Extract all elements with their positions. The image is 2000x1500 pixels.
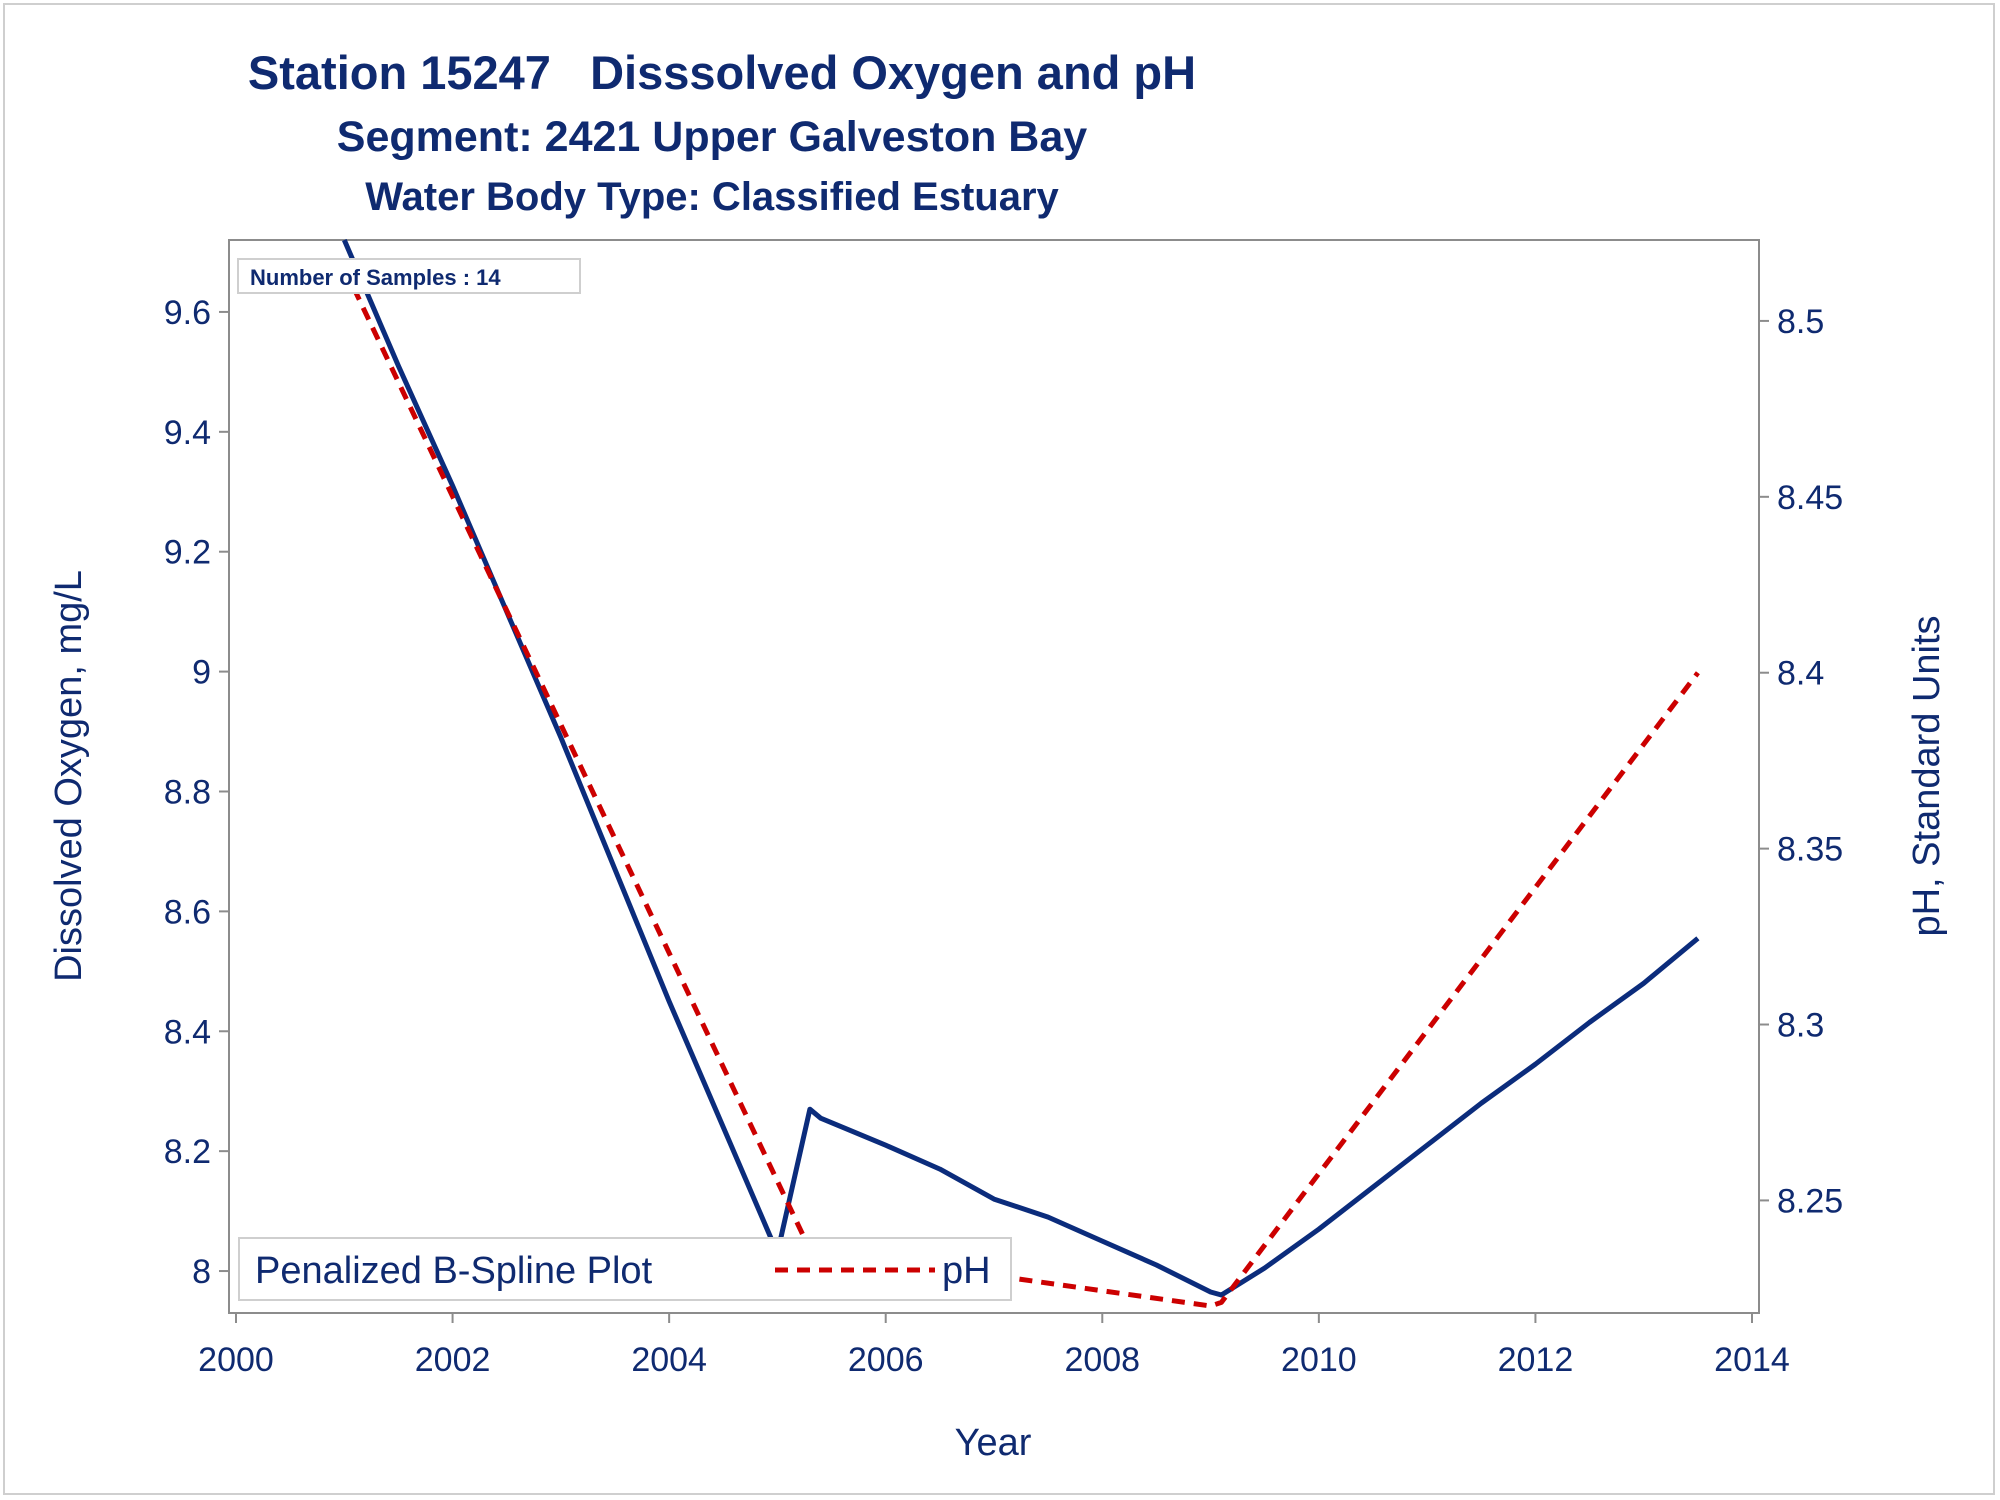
y-left-tick-label: 8.8 xyxy=(164,773,211,811)
series-dissolved-oxygen-line xyxy=(342,239,1700,1298)
y-left-tick-label: 8.4 xyxy=(164,1013,211,1051)
x-tick-label: 2012 xyxy=(1498,1341,1574,1379)
chart-frame: Station 15247 Disssolved Oxygen and pH S… xyxy=(3,3,1995,1495)
x-tick-label: 2010 xyxy=(1281,1341,1357,1379)
y-left-tick-label: 9.2 xyxy=(164,534,211,572)
legend-title: Penalized B-Spline Plot xyxy=(255,1250,653,1292)
y-right-tick-label: 8.35 xyxy=(1777,831,1843,869)
series-layer xyxy=(342,239,1700,1309)
x-tick-label: 2006 xyxy=(848,1341,924,1379)
x-axis: 2000 2002 2004 2006 2008 2010 2012 2014 xyxy=(198,1313,1790,1379)
y-right-tick-label: 8.3 xyxy=(1777,1007,1824,1045)
x-tick-label: 2014 xyxy=(1714,1341,1790,1379)
y-right-tick-label: 8.4 xyxy=(1777,655,1824,693)
legend-ph-label: pH xyxy=(942,1250,991,1292)
y-left-tick-label: 9 xyxy=(192,654,211,692)
y-left-tick-label: 8.6 xyxy=(164,893,211,931)
x-tick-label: 2002 xyxy=(415,1341,491,1379)
plot-area xyxy=(228,239,1760,1314)
y-left-tick-label: 8.2 xyxy=(164,1133,211,1171)
y-right-tick-label: 8.5 xyxy=(1777,303,1824,341)
x-tick-label: 2000 xyxy=(198,1341,274,1379)
y-left-tick-label: 9.6 xyxy=(164,294,211,332)
y-left-tick-label: 9.4 xyxy=(164,414,211,452)
chart-title: Station 15247 Disssolved Oxygen and pH xyxy=(248,46,1196,99)
chart-svg: Station 15247 Disssolved Oxygen and pH S… xyxy=(48,46,1948,1464)
y-right-tick-label: 8.45 xyxy=(1777,479,1843,517)
x-axis-label: Year xyxy=(955,1422,1032,1464)
x-tick-label: 2008 xyxy=(1064,1341,1140,1379)
y-axis-left-label: Dissolved Oxygen, mg/L xyxy=(48,570,90,982)
series-ph-line xyxy=(342,267,1700,1309)
y-axis-left: 8 8.2 8.4 8.6 8.8 9 9.2 9.4 9.6 xyxy=(164,294,229,1291)
y-axis-right: 8.25 8.3 8.35 8.4 8.45 8.5 xyxy=(1759,303,1843,1220)
y-axis-right-label: pH, Standard Units xyxy=(1906,615,1948,936)
x-tick-label: 2004 xyxy=(631,1341,707,1379)
y-right-tick-label: 8.25 xyxy=(1777,1182,1843,1220)
chart-subtitle-waterbody: Water Body Type: Classified Estuary xyxy=(365,175,1059,219)
sample-count-box xyxy=(237,258,581,294)
legend-box xyxy=(238,1237,1012,1301)
sample-count-text: Number of Samples : 14 xyxy=(250,265,501,290)
chart-subtitle-segment: Segment: 2421 Upper Galveston Bay xyxy=(337,113,1087,161)
y-left-tick-label: 8 xyxy=(192,1253,211,1291)
